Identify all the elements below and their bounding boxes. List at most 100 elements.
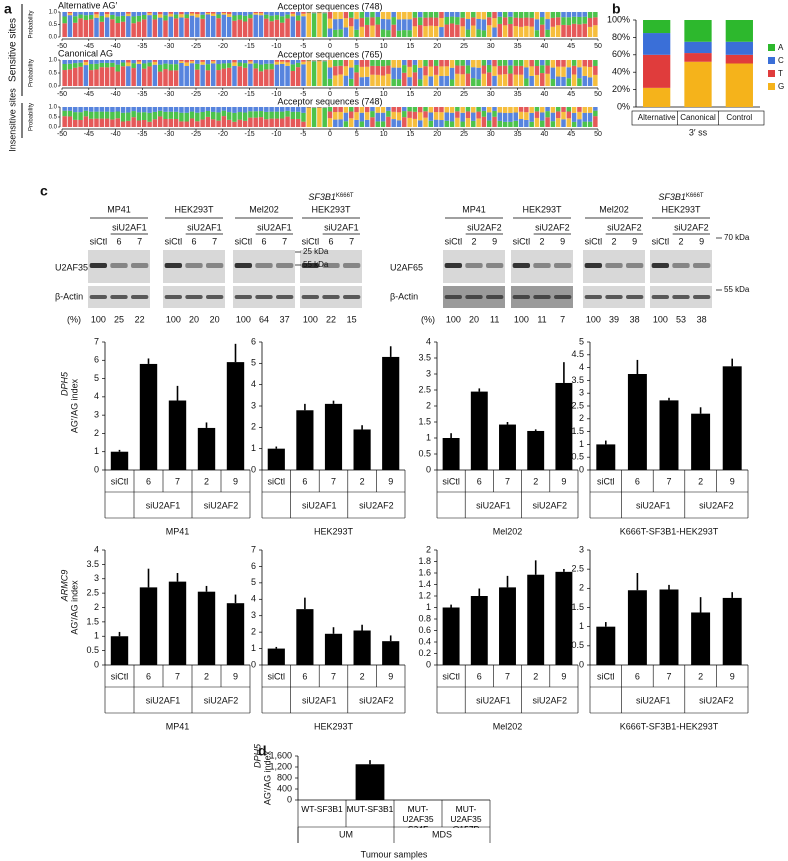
band <box>301 263 320 268</box>
band <box>164 295 183 299</box>
logo-letter <box>338 107 343 112</box>
logo-title: Alternative AG′ <box>58 0 118 10</box>
x-tick-label: -25 <box>191 91 201 98</box>
logo-letter <box>184 112 189 122</box>
logo-letter <box>561 24 566 37</box>
logo-letter <box>173 70 179 86</box>
logo-letter <box>306 12 312 14</box>
logo-letter <box>518 26 524 37</box>
logo-letter <box>168 60 174 65</box>
logo-letter <box>104 60 110 63</box>
logo-letter <box>301 121 306 127</box>
logo-letter <box>205 64 211 71</box>
logo-letter <box>104 107 110 112</box>
logo-letter <box>110 14 115 20</box>
x-tick-label: -15 <box>245 91 255 98</box>
y-tick-label: 1 <box>426 602 431 612</box>
y-tick-label: 1 <box>579 439 584 449</box>
y-tick-label: 1,600 <box>269 750 292 760</box>
bar <box>226 362 245 470</box>
logo-letter <box>210 61 216 64</box>
y-tick-label: 1.5 <box>571 602 584 612</box>
logo-letter <box>354 60 359 65</box>
logo-letter <box>465 107 471 112</box>
x-tick-label: -30 <box>164 131 174 138</box>
logo-letter <box>157 71 163 86</box>
logo-letter <box>513 107 518 113</box>
logo-letter <box>386 65 391 74</box>
logo-letter <box>529 12 534 18</box>
logo-letter <box>524 60 529 68</box>
logo-letter <box>274 61 280 65</box>
x-tick-label: 25 <box>460 131 468 138</box>
logo-letter <box>402 107 407 112</box>
logo-letter <box>513 60 518 66</box>
logo-letter <box>83 110 89 117</box>
logo-letter <box>423 107 428 112</box>
logo-letter <box>354 107 359 113</box>
y-tick-label: 0.2 <box>418 648 431 658</box>
logo-letter <box>200 61 205 65</box>
band <box>584 263 603 268</box>
logo-letter <box>428 17 434 26</box>
logo-letter <box>481 12 487 20</box>
band <box>672 295 690 299</box>
logo-letter <box>529 60 534 67</box>
logo-letter <box>380 60 386 67</box>
logo-letter <box>359 17 365 27</box>
logo-letter <box>333 107 338 113</box>
logo-letter <box>433 60 439 66</box>
logo-letter <box>269 111 274 119</box>
logo-letter <box>354 112 359 120</box>
x-tick-label: 7 <box>505 476 510 486</box>
logo-letter <box>99 12 105 16</box>
logo-letter <box>73 107 78 113</box>
logo-letter <box>518 17 524 27</box>
band <box>692 295 711 299</box>
logo-letter <box>524 78 529 86</box>
logo-letter <box>587 12 593 18</box>
logo-letter <box>99 107 105 112</box>
logo-letter <box>216 120 221 127</box>
logo-letter <box>317 12 322 13</box>
logo-letter <box>115 111 120 119</box>
band <box>322 263 340 268</box>
x-tick-label: 2 <box>533 671 538 681</box>
logo-letter <box>327 111 333 119</box>
logo-letter <box>295 107 301 112</box>
bar <box>168 400 187 470</box>
panel-label: a <box>4 1 12 17</box>
logo-letter <box>593 65 598 75</box>
bar <box>627 374 647 470</box>
logo-letter <box>444 107 450 113</box>
y-axis-label: AG′/AG index <box>262 750 272 805</box>
logo-letter <box>264 119 269 127</box>
band <box>485 295 504 299</box>
x-tick-label: 2 <box>204 476 209 486</box>
logo-letter <box>540 12 545 18</box>
group-label: siU2AF2 <box>699 695 734 705</box>
logo-letter <box>417 12 423 18</box>
x-tick-label: 6 <box>302 671 307 681</box>
logo-letter <box>290 60 296 65</box>
logo-letter <box>147 107 152 113</box>
y-tick-label: 100% <box>607 14 630 24</box>
y-tick-label: 1.0 <box>49 58 58 64</box>
logo-letter <box>433 26 439 37</box>
cell-line: HEK293T <box>311 204 351 214</box>
logo-letter <box>301 16 306 37</box>
logo-letter <box>322 61 327 86</box>
bar <box>382 641 400 665</box>
logo-letter <box>428 112 434 121</box>
logo-letter <box>402 111 407 118</box>
band <box>625 263 644 268</box>
logo-letter <box>131 60 136 64</box>
logo-letter <box>104 111 110 119</box>
bar <box>527 430 545 470</box>
x-tick-label: -20 <box>218 131 228 138</box>
logo-letter <box>295 67 301 86</box>
logo-letter <box>582 121 587 127</box>
logo-letter <box>147 66 152 86</box>
logo-letter <box>221 12 227 14</box>
logo-letter <box>343 112 349 122</box>
